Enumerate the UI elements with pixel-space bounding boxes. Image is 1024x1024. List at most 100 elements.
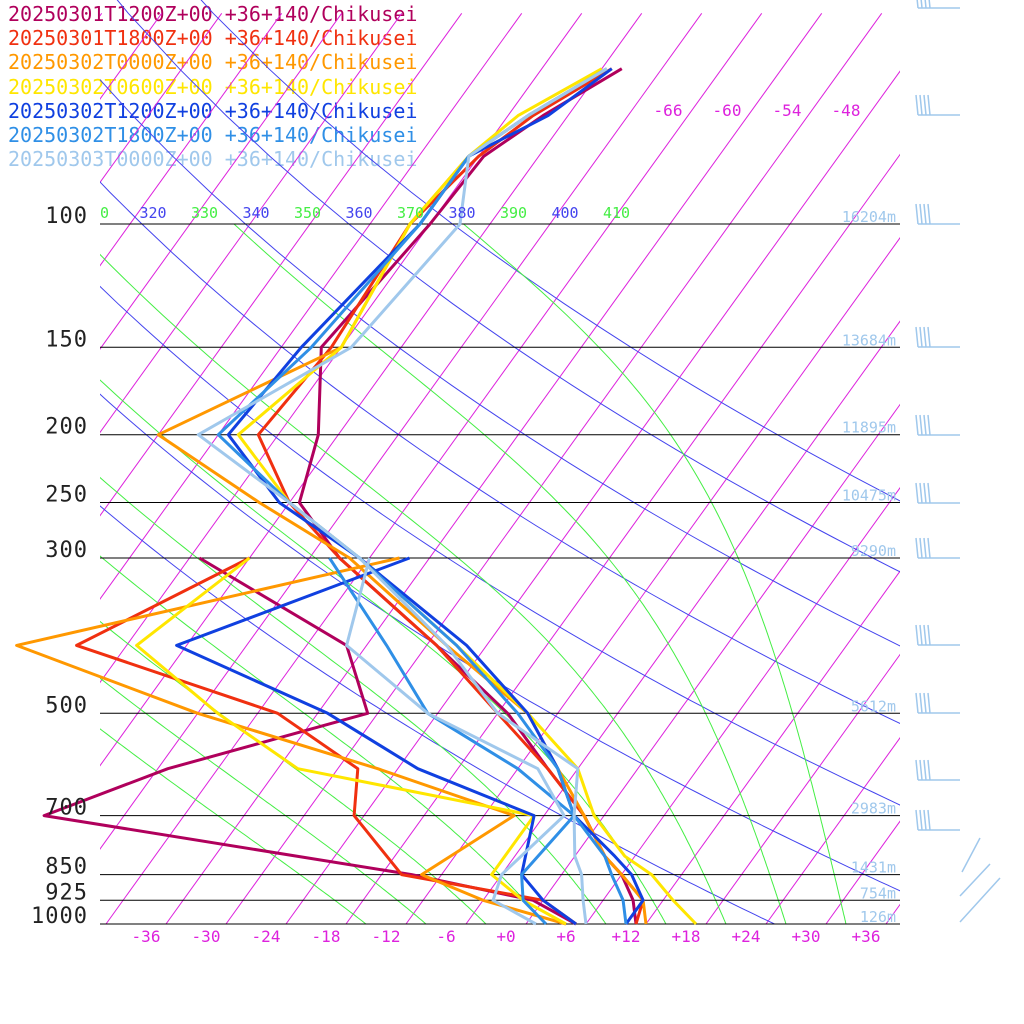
height-label: 754m — [860, 884, 896, 902]
wind-barb — [915, 414, 960, 436]
height-label: 16204m — [842, 208, 896, 226]
isotherm-line — [100, 12, 523, 600]
theta-label: 320 — [140, 204, 167, 222]
temperature-line — [216, 67, 628, 925]
x-tick-label: -24 — [252, 927, 281, 946]
dewpoint-line — [345, 557, 566, 926]
height-label: 13684m — [842, 331, 896, 349]
isotherm-line — [100, 12, 103, 17]
wind-barbs — [915, 0, 1001, 923]
isotherm-line — [465, 320, 900, 924]
y-tick-label: 100 — [45, 204, 88, 229]
theta-label: 340 — [243, 204, 270, 222]
y-tick-label: 700 — [45, 796, 88, 821]
dewpoint-line — [175, 556, 577, 926]
isotherm-line — [105, 12, 763, 924]
height-label: 126m — [860, 908, 896, 926]
x-tick-label: +12 — [612, 927, 641, 946]
theta-label: 350 — [294, 204, 321, 222]
theta-label: 330 — [191, 204, 218, 222]
temperature-line — [156, 67, 648, 925]
isotherm-line — [885, 903, 900, 924]
y-tick-label: 250 — [45, 483, 88, 508]
isotherm-line — [100, 12, 463, 517]
isotherm-line — [525, 403, 900, 924]
height-label: 10475m — [842, 487, 896, 505]
dry-adiabat-line — [200, 0, 900, 502]
height-label: 1431m — [851, 859, 896, 877]
y-tick-label: 150 — [45, 327, 88, 352]
x-tick-label: +18 — [672, 927, 701, 946]
theta-label: 370 — [397, 204, 424, 222]
theta-label: 0 — [100, 204, 109, 222]
dry-adiabat-line — [100, 505, 775, 924]
isotherm-line — [0, 13, 42, 924]
y-tick-label: 925 — [45, 880, 88, 905]
isotherm-line — [405, 237, 900, 924]
y-tick-label: 200 — [45, 415, 88, 440]
wind-barb — [915, 809, 960, 831]
wind-barb — [959, 837, 1001, 923]
height-label: 5612m — [851, 697, 896, 715]
height-label: 2983m — [851, 800, 896, 818]
skew-isotherm-label: -60 — [713, 101, 742, 120]
y-tick-label: 1000 — [31, 904, 88, 929]
legend-entry: 20250301T1200Z+00 +36+140/Chikusei — [8, 2, 418, 26]
skew-isotherm-label: -48 — [832, 101, 861, 120]
isotherm-line — [100, 12, 283, 267]
theta-label: 360 — [346, 204, 373, 222]
moist-adiabat-line — [100, 253, 727, 924]
isotherm-line — [345, 153, 900, 924]
wind-barb — [915, 203, 960, 225]
height-label: 9290m — [851, 542, 896, 560]
theta-label: 380 — [449, 204, 476, 222]
dewpoint-line — [15, 556, 567, 926]
x-tick-label: +0 — [496, 927, 515, 946]
wind-barb — [915, 759, 960, 781]
legend-entry: 20250302T1200Z+00 +36+140/Chikusei — [8, 98, 418, 123]
isotherm-line — [100, 12, 163, 100]
wind-barb — [915, 94, 960, 116]
isotherm-line — [285, 70, 900, 924]
isotherm-line — [225, 12, 883, 924]
dewpoint-line — [75, 556, 577, 926]
isotherm-line — [100, 12, 703, 850]
x-tick-label: +24 — [732, 927, 761, 946]
isotherm-line — [100, 12, 403, 434]
isotherm-line — [100, 12, 643, 767]
dewpoint-line — [135, 556, 567, 926]
wind-barb — [915, 482, 960, 504]
isotherm-line — [705, 653, 900, 924]
legend-entry: 20250302T0600Z+00 +36+140/Chikusei — [8, 74, 418, 99]
wind-barb — [915, 692, 960, 714]
legend-entry: 20250302T0000Z+00 +36+140/Chikusei — [8, 50, 418, 75]
height-label: 11895m — [842, 419, 896, 437]
isotherm-line — [825, 820, 900, 924]
isotherm-line — [100, 12, 223, 184]
skew-isotherm-label: -66 — [654, 101, 683, 120]
isotherm-line — [765, 737, 900, 924]
legend-entry: 20250301T1800Z+00 +36+140/Chikusei — [8, 26, 418, 51]
x-tick-label: -18 — [312, 927, 341, 946]
sounding-series — [15, 67, 698, 926]
moist-adiabat-line — [100, 476, 607, 924]
isotherm-line — [645, 570, 900, 924]
x-tick-label: -12 — [372, 927, 401, 946]
x-tick-label: +36 — [852, 927, 881, 946]
temperature-line — [236, 67, 698, 926]
y-tick-label: 500 — [45, 693, 88, 718]
theta-label: 400 — [552, 204, 579, 222]
x-tick-label: -6 — [436, 927, 455, 946]
temperature-line — [196, 67, 608, 925]
y-tick-label: 850 — [45, 855, 88, 880]
wind-barb — [915, 624, 960, 646]
x-tick-label: +6 — [556, 927, 575, 946]
isotherm-line — [165, 12, 823, 924]
isotherm-line — [1006, 13, 1024, 924]
isotherm-line — [946, 13, 1024, 924]
wind-barb — [915, 326, 960, 348]
y-tick-label: 300 — [45, 538, 88, 563]
moist-adiabat-lines — [100, 223, 847, 924]
